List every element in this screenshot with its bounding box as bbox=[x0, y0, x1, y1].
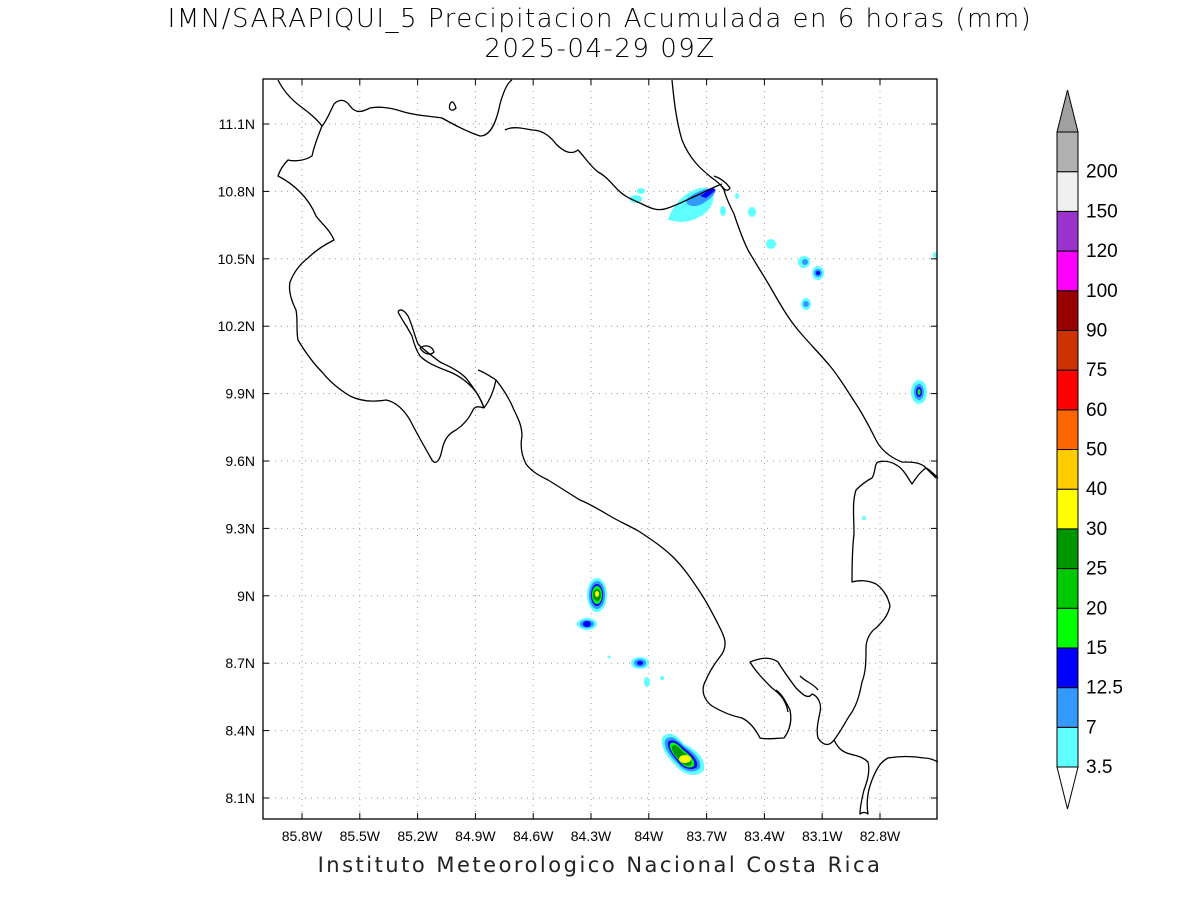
lat-tick-label: 8.7N bbox=[225, 655, 255, 671]
colorbar-swatch bbox=[1056, 687, 1079, 728]
lon-tick-label: 84.3W bbox=[571, 828, 612, 844]
colorbar-label: 40 bbox=[1086, 479, 1107, 500]
colorbar-label: 90 bbox=[1086, 320, 1107, 341]
lon-tick-label: 83.7W bbox=[686, 828, 727, 844]
colorbar-label: 50 bbox=[1086, 440, 1107, 461]
map-datetime: 2025-04-29 09Z bbox=[484, 34, 716, 64]
colorbar-label: 20 bbox=[1086, 598, 1107, 619]
colorbar-label: 30 bbox=[1086, 519, 1107, 540]
map-frame bbox=[262, 78, 938, 820]
lon-axis: 85.8W 85.5W 85.2W 84.9W 84.6W 84.3W 84W 83.7W 83… bbox=[282, 79, 901, 844]
colorbar: 3.5 7 12.5 15 20 25 30 40 50 60 75 90 100 120 150 200 bbox=[1056, 89, 1123, 810]
colorbar-swatch bbox=[1056, 647, 1079, 689]
colorbar-label: 75 bbox=[1086, 360, 1107, 381]
colorbar-swatch bbox=[1056, 528, 1079, 570]
colorbar-swatch bbox=[1056, 568, 1079, 609]
colorbar-label: 15 bbox=[1086, 638, 1107, 659]
precipitation-areas bbox=[577, 187, 937, 775]
lat-tick-label: 11.1N bbox=[219, 116, 255, 132]
colorbar-label: 100 bbox=[1086, 281, 1118, 302]
colorbar-label: 120 bbox=[1086, 241, 1118, 262]
lon-tick-label: 83.4W bbox=[744, 828, 785, 844]
colorbar-label: 25 bbox=[1086, 559, 1107, 580]
colorbar-swatch bbox=[1056, 409, 1079, 450]
lon-tick-label: 85.8W bbox=[282, 828, 323, 844]
colorbar-swatch bbox=[1056, 250, 1079, 292]
lat-tick-label: 8.4N bbox=[225, 723, 255, 739]
colorbar-label: 200 bbox=[1086, 162, 1118, 183]
colorbar-label: 12.5 bbox=[1086, 678, 1123, 699]
colorbar-swatch bbox=[1056, 290, 1079, 331]
colorbar-swatch bbox=[1056, 726, 1079, 768]
lat-tick-label: 9.3N bbox=[225, 520, 255, 536]
colorbar-swatch bbox=[1056, 210, 1079, 252]
colorbar-swatch bbox=[1056, 488, 1079, 530]
lon-tick-label: 82.8W bbox=[860, 828, 901, 844]
lat-tick-label: 9N bbox=[237, 588, 255, 604]
colorbar-label: 7 bbox=[1086, 717, 1097, 738]
colorbar-swatch bbox=[1056, 607, 1079, 649]
lon-tick-label: 84.6W bbox=[513, 828, 554, 844]
colorbar-max-arrow bbox=[1056, 89, 1079, 133]
lat-tick-label: 9.6N bbox=[225, 453, 255, 469]
colorbar-label: 150 bbox=[1086, 201, 1118, 222]
coastlines bbox=[277, 79, 939, 815]
footer-credit: Instituto Meteorologico Nacional Costa R… bbox=[317, 853, 883, 877]
lon-tick-label: 85.2W bbox=[397, 828, 438, 844]
lon-tick-label: 83.1W bbox=[802, 828, 843, 844]
gridlines bbox=[263, 79, 937, 819]
lon-tick-label: 84W bbox=[634, 828, 664, 844]
colorbar-min-arrow bbox=[1056, 766, 1079, 810]
lon-tick-label: 84.9W bbox=[455, 828, 496, 844]
lat-tick-label: 9.9N bbox=[225, 386, 255, 402]
colorbar-swatch bbox=[1056, 131, 1079, 173]
lat-tick-label: 10.5N bbox=[218, 251, 255, 267]
colorbar-label: 60 bbox=[1086, 400, 1107, 421]
colorbar-swatch bbox=[1056, 171, 1079, 212]
lat-tick-label: 10.2N bbox=[218, 318, 255, 334]
colorbar-swatch bbox=[1056, 369, 1079, 411]
map-title: IMN/SARAPIQUI_5 Precipitacion Acumulada … bbox=[167, 4, 1033, 34]
lon-tick-label: 85.5W bbox=[340, 828, 381, 844]
colorbar-swatch bbox=[1056, 449, 1079, 490]
colorbar-swatch bbox=[1056, 329, 1079, 371]
colorbar-label: 3.5 bbox=[1086, 757, 1112, 778]
lat-axis: 11.1N 10.8N 10.5N 10.2N 9.9N 9.6N 9.3N 9N 8.7N 8.… bbox=[218, 116, 937, 806]
lat-tick-label: 8.1N bbox=[225, 790, 255, 806]
lat-tick-label: 10.8N bbox=[218, 183, 255, 199]
